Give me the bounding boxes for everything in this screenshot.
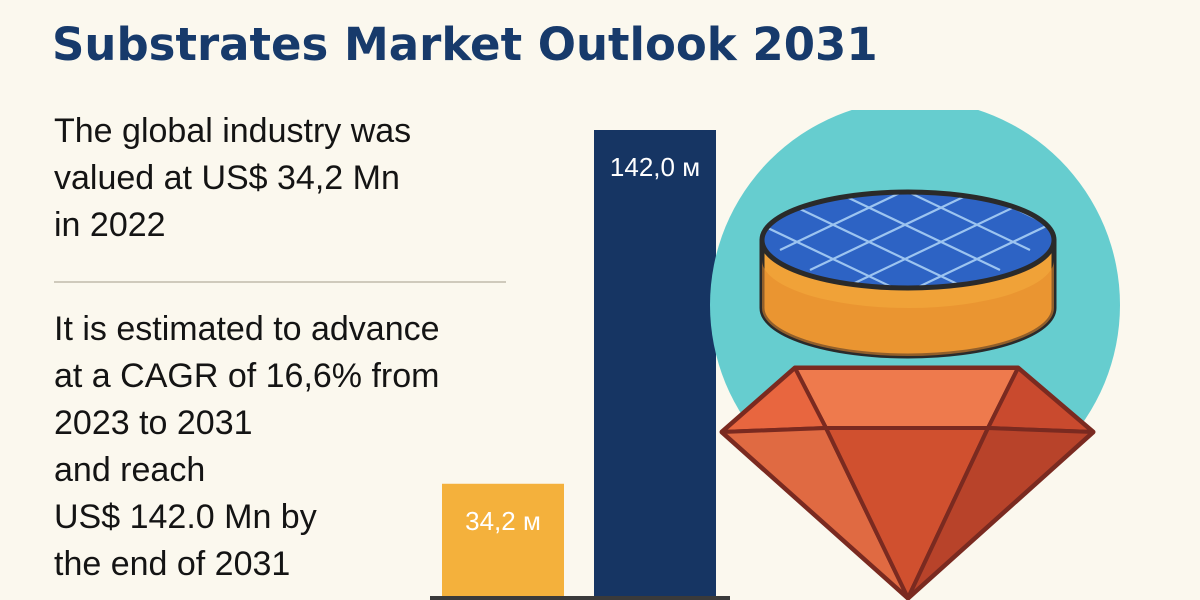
bar-0 [442, 483, 564, 596]
gem-icon [719, 365, 1096, 600]
divider [54, 281, 506, 283]
forecast-text: It is estimated to advance at a CAGR of … [54, 310, 440, 583]
market-size-bar-chart: 34,2 м 142,0 м [430, 130, 730, 600]
bar-label-1: 142,0 м [610, 152, 700, 182]
substrate-wafer-icon [759, 189, 1057, 359]
bar-1 [594, 130, 716, 596]
valuation-text: The global industry was valued at US$ 34… [54, 112, 412, 244]
bar-label-0: 34,2 м [465, 506, 541, 536]
substrate-illustration [710, 110, 1120, 600]
page-title: Substrates Market Outlook 2031 [52, 18, 878, 71]
